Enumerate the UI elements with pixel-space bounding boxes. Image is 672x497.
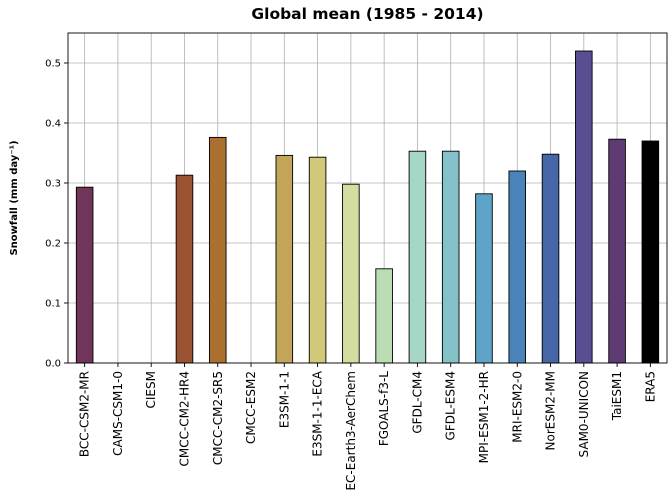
bar-mri-esm2-0 — [508, 170, 527, 364]
bars — [75, 50, 660, 364]
x-axis-ticks: BCC-CSM2-MR CAMS-CSM1-0 CIESM CMCC-CM2-HR4 C… — [78, 363, 657, 491]
bar-fgoals-f3-l — [375, 268, 393, 364]
x-tick-label: CAMS-CSM1-0 — [111, 371, 125, 456]
x-tick-label: FGOALS-f3-L — [377, 371, 391, 446]
y-tick-label: 0.4 — [45, 119, 61, 130]
bar-gfdl-cm4 — [408, 150, 427, 364]
x-tick-label: MPI-ESM1-2-HR — [477, 371, 491, 463]
x-tick-label: SAM0-UNICON — [577, 371, 591, 457]
y-tick-label: 0.1 — [45, 299, 61, 310]
bar-taiesm1 — [608, 138, 626, 364]
y-tick-label: 0.2 — [45, 239, 61, 250]
y-tick-label: 0.0 — [45, 359, 61, 370]
y-tick-label: 0.5 — [45, 59, 61, 70]
x-tick-label: BCC-CSM2-MR — [78, 371, 92, 457]
x-tick-label: TaiESM1 — [610, 371, 624, 421]
x-tick-label: CIESM — [144, 371, 158, 408]
x-tick-label: CMCC-CM2-HR4 — [177, 371, 191, 467]
y-axis-label: Snowfall (mm day⁻¹) — [9, 140, 20, 255]
y-axis-ticks: 0.0 0.1 0.2 0.3 0.4 0.5 — [45, 59, 68, 370]
bar-e3sm-1-1-eca — [308, 156, 327, 364]
bar-mpi-esm1-2-hr — [475, 193, 493, 364]
bar-cmcc-cm2-sr5 — [208, 136, 227, 364]
y-tick-label: 0.3 — [45, 179, 61, 190]
plot-frame — [67, 32, 668, 364]
bar-era5 — [641, 140, 660, 364]
bar-e3sm-1-1 — [275, 154, 294, 364]
x-tick-label: EC-Earth3-AerChem — [344, 371, 358, 491]
x-tick-label: NorESM2-MM — [544, 371, 558, 450]
bar-bcc-csm2-mr — [75, 186, 94, 364]
bar-sam0-unicon — [575, 50, 593, 364]
chart-title: Global mean (1985 - 2014) — [251, 5, 483, 23]
x-tick-label: GFDL-CM4 — [410, 371, 424, 434]
x-tick-label: CMCC-ESM2 — [244, 371, 258, 444]
bar-gfdl-esm4 — [441, 150, 460, 364]
bar-noresm2-mm — [541, 153, 560, 364]
x-tick-label: GFDL-ESM4 — [444, 371, 458, 440]
x-tick-label: E3SM-1-1-ECA — [311, 370, 325, 456]
x-tick-label: CMCC-CM2-SR5 — [211, 371, 225, 465]
bar-ec-earth3-aerchem — [342, 183, 360, 364]
bar-cmcc-cm2-hr4 — [175, 174, 194, 364]
x-tick-label: E3SM-1-1 — [277, 371, 291, 428]
x-tick-label: MRI-ESM2-0 — [510, 371, 524, 443]
x-tick-label: ERA5 — [643, 371, 657, 402]
